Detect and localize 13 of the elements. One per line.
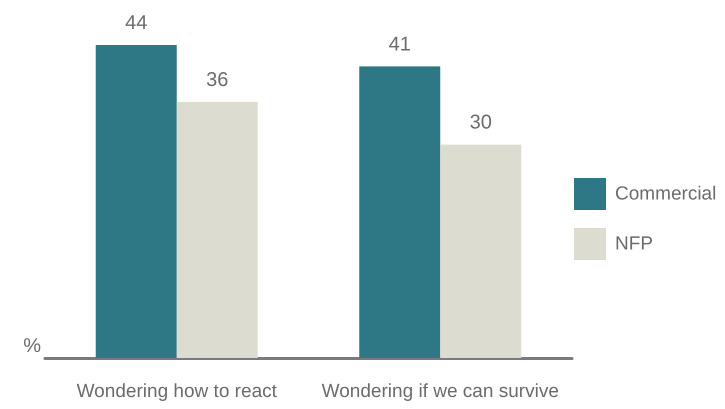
x-tick-label: Wondering if we can survive — [322, 381, 559, 402]
bar — [176, 102, 258, 358]
data-label: 41 — [388, 33, 411, 56]
bar — [440, 144, 522, 358]
x-tick-label: Wondering how to react — [76, 381, 278, 402]
legend-label: Commercial — [615, 184, 716, 204]
data-label: 36 — [206, 68, 228, 91]
y-axis-title: % — [23, 335, 42, 357]
bar — [96, 45, 177, 358]
bar — [359, 66, 440, 358]
data-label: 30 — [470, 112, 492, 134]
data-label: 44 — [125, 12, 148, 34]
legend-label: NFP — [615, 234, 653, 254]
